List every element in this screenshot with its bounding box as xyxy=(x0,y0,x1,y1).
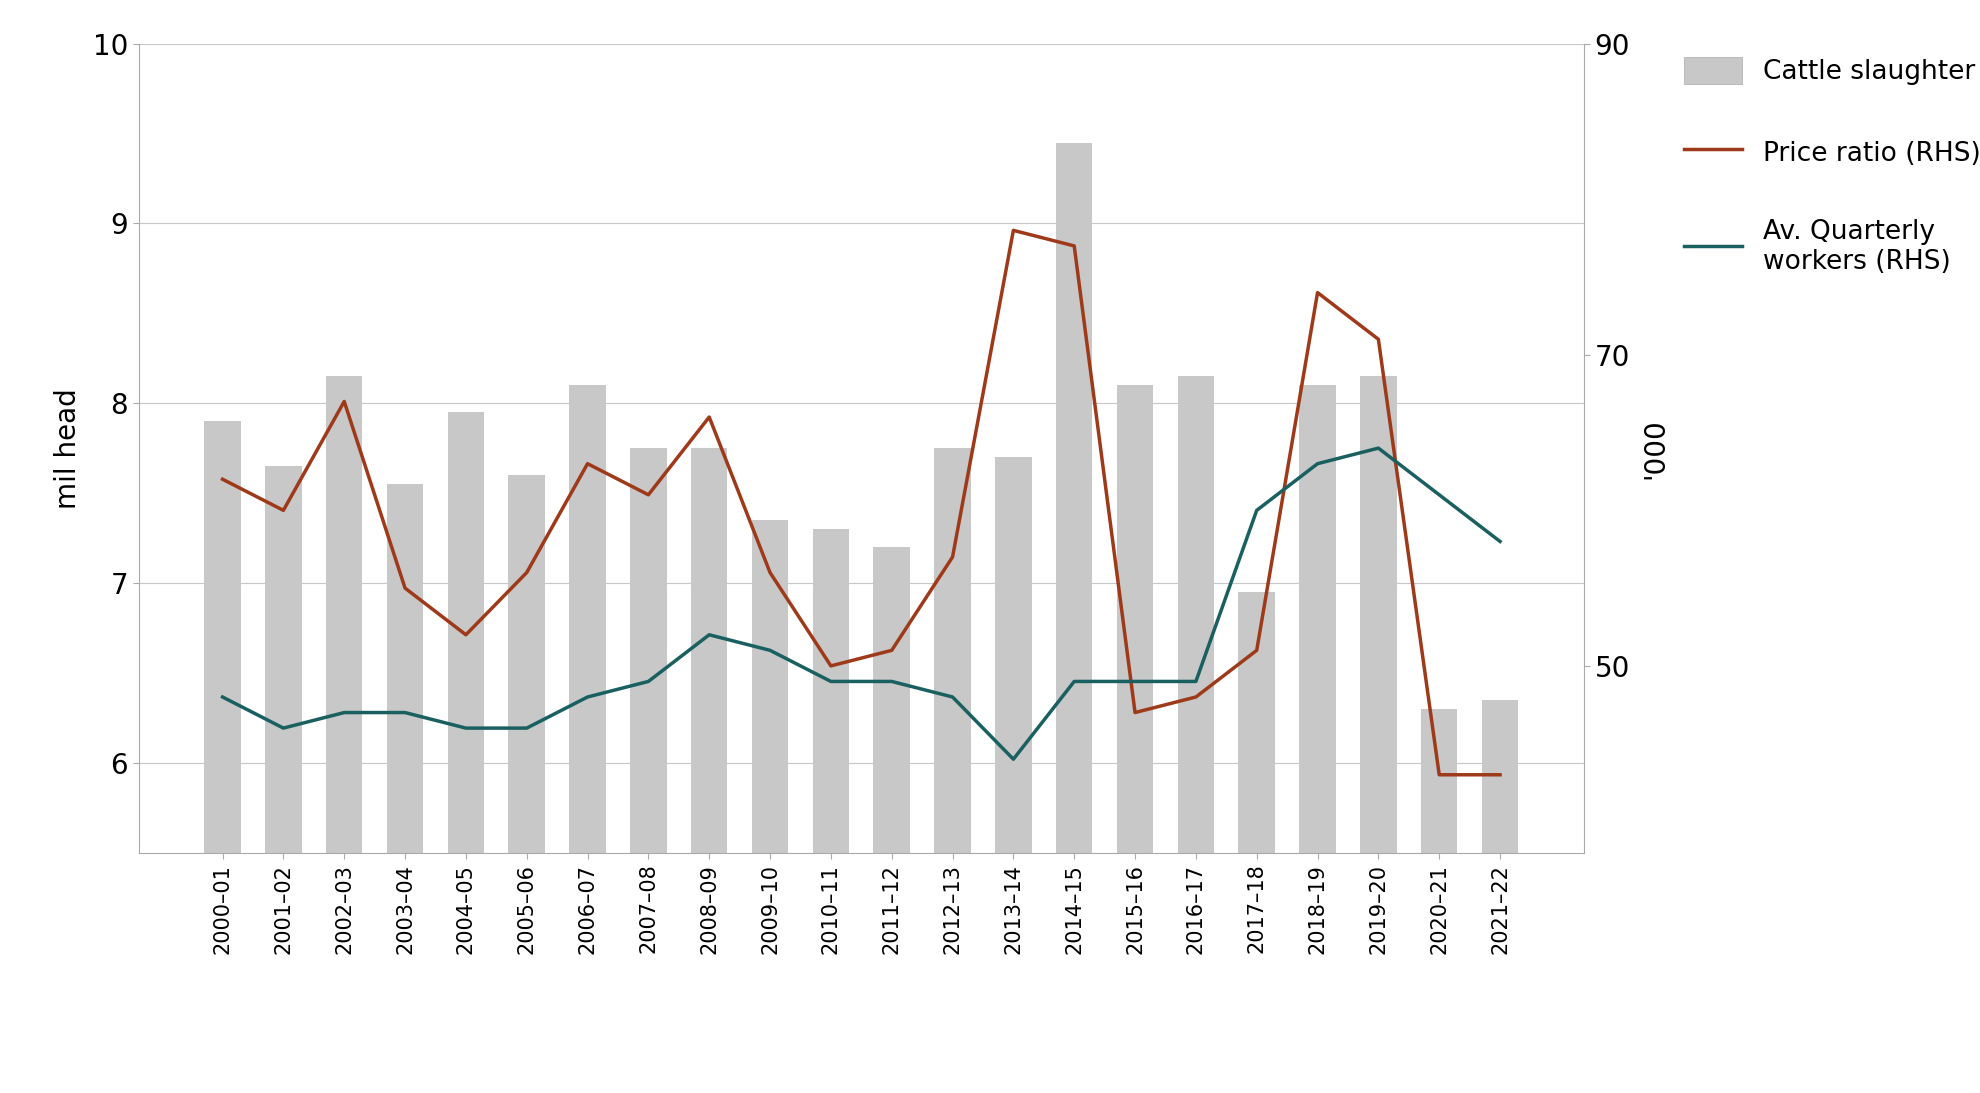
Bar xyxy=(935,448,970,1093)
Bar xyxy=(630,448,667,1093)
Bar xyxy=(752,520,788,1093)
Y-axis label: '000: '000 xyxy=(1641,418,1669,479)
Y-axis label: mil head: mil head xyxy=(53,388,81,508)
Bar xyxy=(996,457,1032,1093)
Bar xyxy=(812,529,849,1093)
Bar xyxy=(1422,708,1457,1093)
Bar xyxy=(327,376,362,1093)
Bar xyxy=(204,421,242,1093)
Bar xyxy=(447,412,485,1093)
Bar xyxy=(1360,376,1396,1093)
Bar xyxy=(873,546,911,1093)
Bar xyxy=(570,385,606,1093)
Bar xyxy=(265,466,301,1093)
Bar xyxy=(1055,142,1093,1093)
Bar xyxy=(1238,592,1275,1093)
Bar xyxy=(1117,385,1152,1093)
Legend: Cattle slaughter, Price ratio (RHS), Av. Quarterly
workers (RHS): Cattle slaughter, Price ratio (RHS), Av.… xyxy=(1683,57,1980,275)
Bar xyxy=(1299,385,1337,1093)
Bar xyxy=(386,484,424,1093)
Bar xyxy=(1178,376,1214,1093)
Bar xyxy=(509,475,544,1093)
Bar xyxy=(1481,700,1519,1093)
Bar xyxy=(691,448,727,1093)
